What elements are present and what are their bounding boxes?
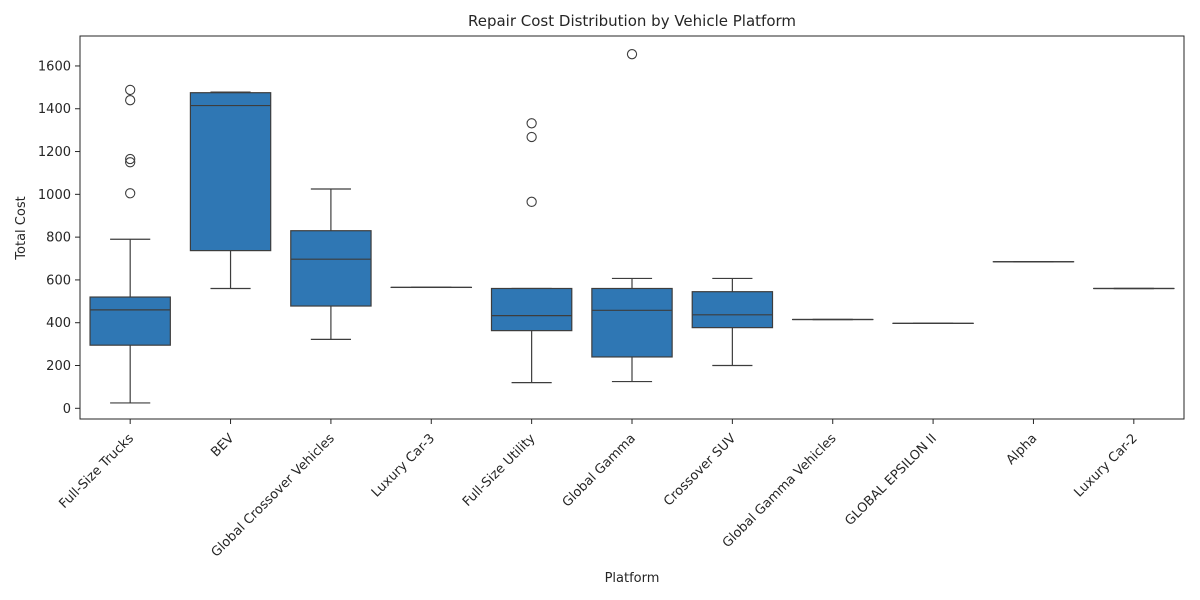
- outlier-point: [125, 157, 136, 168]
- box-5: [490, 118, 573, 384]
- outlier-point: [125, 84, 136, 96]
- y-tick-label: 0: [63, 402, 71, 417]
- chart-title: Repair Cost Distribution by Vehicle Plat…: [468, 12, 796, 30]
- outlier-point: [526, 131, 537, 143]
- y-axis: 0 200 400 600 800 1000 1200 1400 1600: [38, 59, 80, 417]
- y-axis-label: Total Cost: [14, 196, 29, 260]
- box-6: [591, 49, 673, 383]
- x-tick-label: Full-Size Trucks: [57, 431, 138, 512]
- x-tick-label: BEV: [208, 431, 237, 460]
- y-tick-label: 1200: [38, 145, 71, 160]
- box-body: [89, 296, 171, 346]
- box-1: [89, 84, 171, 404]
- y-tick-label: 200: [46, 359, 71, 374]
- y-tick-label: 600: [46, 273, 71, 288]
- box-body: [591, 287, 673, 358]
- box-7: [691, 277, 774, 367]
- outlier-point: [125, 188, 136, 199]
- y-tick-label: 1600: [38, 59, 71, 74]
- box-body: [490, 287, 573, 332]
- y-tick-label: 400: [46, 316, 71, 331]
- x-tick-label: Crossover SUV: [661, 431, 739, 509]
- x-tick-label: Full-Size Utility: [460, 431, 539, 510]
- boxes-group: [89, 49, 1175, 404]
- x-tick-label: Global Gamma: [560, 431, 639, 510]
- y-tick-label: 1000: [38, 188, 71, 203]
- y-tick-label: 800: [46, 231, 71, 246]
- x-axis-label: Platform: [605, 571, 660, 586]
- x-tick-label: Luxury Car-3: [369, 431, 438, 500]
- x-tick-label: GLOBAL EPSILON II: [842, 431, 940, 529]
- y-tick-label: 1400: [38, 102, 71, 117]
- box-3: [290, 188, 372, 341]
- box-body: [189, 92, 272, 252]
- outlier-point: [526, 118, 537, 129]
- x-tick-label: Alpha: [1004, 431, 1041, 468]
- box-body: [691, 291, 774, 329]
- box-body: [290, 230, 372, 307]
- outlier-point: [125, 153, 136, 165]
- outlier-point: [626, 49, 638, 60]
- x-tick-label: Global Gamma Vehicles: [720, 431, 840, 551]
- outlier-point: [125, 95, 136, 106]
- x-tick-label: Luxury Car-2: [1071, 431, 1140, 500]
- outlier-point: [526, 196, 537, 207]
- box-2: [189, 91, 272, 290]
